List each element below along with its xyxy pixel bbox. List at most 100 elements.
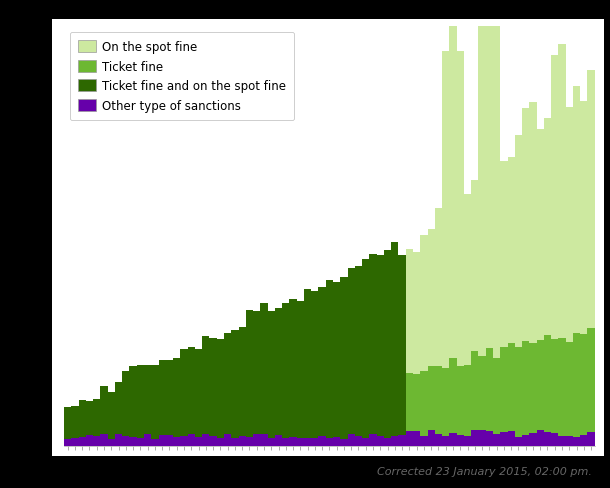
Bar — [137, 439, 144, 447]
Bar — [355, 436, 362, 447]
Bar — [71, 438, 79, 447]
Bar — [362, 438, 370, 447]
Bar — [340, 277, 348, 439]
Bar — [159, 435, 166, 447]
Bar — [239, 436, 246, 447]
Bar — [391, 243, 398, 436]
Bar — [529, 343, 537, 433]
Bar — [500, 348, 508, 432]
Bar — [370, 434, 376, 447]
Bar — [122, 371, 129, 436]
Bar — [413, 374, 420, 431]
Bar — [166, 360, 173, 435]
Bar — [558, 338, 565, 436]
Bar — [362, 259, 370, 438]
Bar — [253, 434, 260, 447]
Bar — [209, 338, 217, 436]
Bar — [478, 357, 486, 430]
Bar — [420, 371, 428, 436]
Bar — [391, 436, 398, 447]
Bar — [457, 366, 464, 435]
Bar — [129, 366, 137, 437]
Bar — [289, 437, 296, 447]
Bar — [275, 435, 282, 447]
Bar — [101, 386, 108, 434]
Bar — [304, 438, 311, 447]
Bar — [246, 437, 253, 447]
Bar — [478, 3, 486, 357]
Bar — [202, 336, 209, 434]
Bar — [159, 360, 166, 435]
Bar — [457, 52, 464, 366]
Bar — [471, 181, 478, 351]
Bar — [253, 311, 260, 434]
Bar — [326, 438, 333, 447]
Bar — [587, 328, 595, 432]
Bar — [486, 348, 493, 431]
Bar — [587, 71, 595, 328]
Bar — [529, 102, 537, 343]
Bar — [217, 438, 224, 447]
Bar — [79, 401, 86, 437]
Bar — [108, 439, 115, 447]
Bar — [580, 335, 587, 436]
Bar — [515, 347, 522, 437]
Bar — [522, 435, 529, 447]
Text: Corrected 23 January 2015, 02:00 pm.: Corrected 23 January 2015, 02:00 pm. — [377, 466, 592, 476]
Bar — [500, 162, 508, 348]
Bar — [537, 130, 544, 340]
Bar — [435, 208, 442, 366]
Bar — [195, 437, 202, 447]
Bar — [239, 327, 246, 436]
Bar — [493, 358, 500, 434]
Bar — [260, 304, 268, 434]
Bar — [580, 102, 587, 335]
Bar — [79, 437, 86, 447]
Bar — [544, 335, 551, 432]
Bar — [137, 365, 144, 439]
Bar — [565, 343, 573, 436]
Bar — [311, 438, 318, 447]
Bar — [478, 430, 486, 447]
Bar — [296, 302, 304, 438]
Bar — [282, 304, 289, 438]
Bar — [551, 339, 558, 433]
Bar — [108, 392, 115, 439]
Bar — [471, 430, 478, 447]
Bar — [428, 366, 435, 430]
Bar — [515, 136, 522, 347]
Bar — [384, 250, 391, 439]
Bar — [398, 256, 406, 435]
Bar — [573, 87, 580, 334]
Bar — [384, 439, 391, 447]
Bar — [151, 365, 159, 439]
Bar — [101, 434, 108, 447]
Bar — [333, 282, 340, 438]
Bar — [537, 430, 544, 447]
Bar — [406, 431, 413, 447]
Bar — [515, 437, 522, 447]
Bar — [93, 399, 101, 436]
Bar — [376, 255, 384, 436]
Bar — [428, 229, 435, 366]
Bar — [508, 343, 515, 431]
Bar — [209, 436, 217, 447]
Bar — [224, 435, 231, 447]
Bar — [115, 382, 122, 435]
Bar — [289, 299, 296, 437]
Bar — [573, 437, 580, 447]
Bar — [537, 340, 544, 430]
Bar — [181, 436, 188, 447]
Bar — [522, 109, 529, 342]
Bar — [587, 432, 595, 447]
Bar — [464, 195, 471, 366]
Bar — [471, 351, 478, 430]
Bar — [231, 438, 239, 447]
Bar — [486, 0, 493, 348]
Bar — [464, 436, 471, 447]
Bar — [144, 434, 151, 447]
Bar — [64, 439, 71, 447]
Bar — [217, 339, 224, 438]
Bar — [93, 436, 101, 447]
Bar — [551, 433, 558, 447]
